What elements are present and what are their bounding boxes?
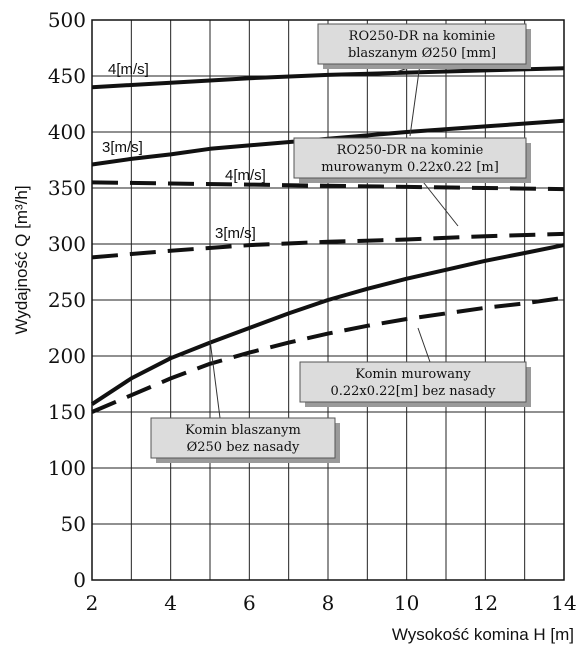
annotation-text: Komin blaszanym xyxy=(185,423,301,438)
x-tick-label: 2 xyxy=(86,591,99,615)
annotation-background xyxy=(317,23,527,65)
annotation-leader-line xyxy=(409,63,421,137)
x-tick-label: 6 xyxy=(243,591,256,615)
annotation-text: 0.22x0.22[m] bez nasady xyxy=(330,384,496,399)
annotation-text: murowanym 0.22x0.22 [m] xyxy=(321,160,499,175)
x-tick-label: 14 xyxy=(551,591,576,615)
series-speed-label: 4[m/s] xyxy=(225,167,266,184)
x-tick-label: 8 xyxy=(322,591,335,615)
y-tick-label: 50 xyxy=(61,512,86,536)
series-layer xyxy=(90,66,565,414)
series-line-4 xyxy=(90,243,565,406)
plot-frame xyxy=(91,19,565,581)
y-tick-label: 500 xyxy=(48,8,86,32)
series-speed-label: 3[m/s] xyxy=(102,139,143,156)
grid xyxy=(91,19,565,581)
y-tick-label: 100 xyxy=(48,456,86,480)
y-tick-label: 450 xyxy=(48,64,86,88)
annotation-background xyxy=(293,137,527,179)
series-line-0 xyxy=(91,66,565,90)
y-tick-label: 150 xyxy=(48,400,86,424)
series-speed-label: 3[m/s] xyxy=(215,225,256,242)
y-tick-label: 200 xyxy=(48,344,86,368)
series-line-2 xyxy=(91,180,565,192)
series-speed-label: 4[m/s] xyxy=(108,61,149,78)
y-tick-label: 350 xyxy=(48,176,86,200)
y-tick-label: 0 xyxy=(73,568,86,592)
x-tick-label: 12 xyxy=(473,591,498,615)
annotation-box: RO250-DR na kominie murowanym 0.22x0.22 [… xyxy=(293,137,531,227)
series-line-1 xyxy=(91,118,565,167)
annotation-box: Komin blaszanym Ø250 bez nasady xyxy=(150,339,340,463)
annotation-text: RO250-DR na kominie xyxy=(349,29,496,44)
series-labels: 4[m/s] 3[m/s] 4[m/s] 3[m/s] xyxy=(102,61,266,242)
series-line-3 xyxy=(91,231,565,260)
annotation-background xyxy=(299,361,527,403)
annotation-text: Komin murowany xyxy=(355,367,471,382)
annotation-box: Komin murowany 0.22x0.22[m] bez nasady xyxy=(299,327,531,407)
annotation-box: RO250-DR na kominie blaszanym Ø250 [mm] xyxy=(317,23,531,73)
annotation-text: Ø250 bez nasady xyxy=(187,440,300,455)
annotation-background xyxy=(150,417,336,459)
annotation-text: RO250-DR na kominie xyxy=(337,143,484,158)
annotation-leader-line xyxy=(209,339,221,419)
y-tick-label: 250 xyxy=(48,288,86,312)
ticks-layer: 0 50 100 150 200 250 300 350 400 450 500 2 4 6 8 10 12 14 xyxy=(48,8,577,615)
y-tick-label: 300 xyxy=(48,232,86,256)
x-tick-label: 4 xyxy=(164,591,177,615)
annotation-text: blaszanym Ø250 [mm] xyxy=(348,46,496,61)
y-tick-label: 400 xyxy=(48,120,86,144)
x-tick-label: 10 xyxy=(394,591,419,615)
x-axis-title: Wysokość komina H [m] xyxy=(392,625,574,644)
series-line-5 xyxy=(91,295,565,414)
annotation-leader-line xyxy=(417,327,431,363)
annotation-leader-line xyxy=(419,177,459,227)
y-axis-title: Wydajność Q [m³/h] xyxy=(12,185,31,334)
